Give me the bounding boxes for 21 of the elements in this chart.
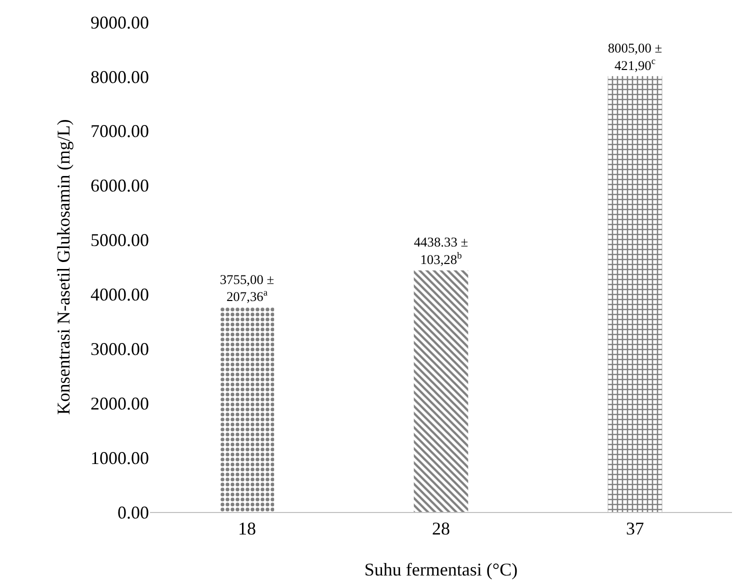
x-axis-title: Suhu fermentasi (°C)	[364, 560, 518, 580]
y-tick-label: 2000.00	[90, 393, 149, 414]
y-tick-label: 6000.00	[90, 176, 149, 196]
y-tick-label: 9000.00	[90, 12, 149, 32]
y-tick-label: 0.00	[118, 502, 149, 522]
x-tick-label: 18	[238, 518, 256, 539]
x-tick-label: 37	[626, 518, 644, 539]
data-label: 8005,00 ± 421,90$^{c}$	[608, 40, 662, 73]
data-label: 4438.33 ± 103,28$^{b}$	[414, 234, 468, 268]
y-tick-label: 7000.00	[90, 121, 149, 142]
data-label: 3755,00 ± 207,36$^{a}$	[220, 272, 274, 304]
bar	[414, 270, 468, 512]
bar	[608, 76, 662, 512]
y-tick-label: 5000.00	[90, 230, 149, 250]
x-tick-label: 28	[432, 518, 450, 539]
y-axis-title: Konsentrasi N-asetil Glukosamin (mg/L)	[54, 119, 74, 415]
y-tick-label: 1000.00	[90, 448, 149, 468]
bar	[220, 308, 274, 512]
y-tick-label: 8000.00	[90, 66, 149, 87]
y-tick-label: 4000.00	[90, 284, 149, 305]
y-tick-label: 3000.00	[90, 338, 149, 359]
